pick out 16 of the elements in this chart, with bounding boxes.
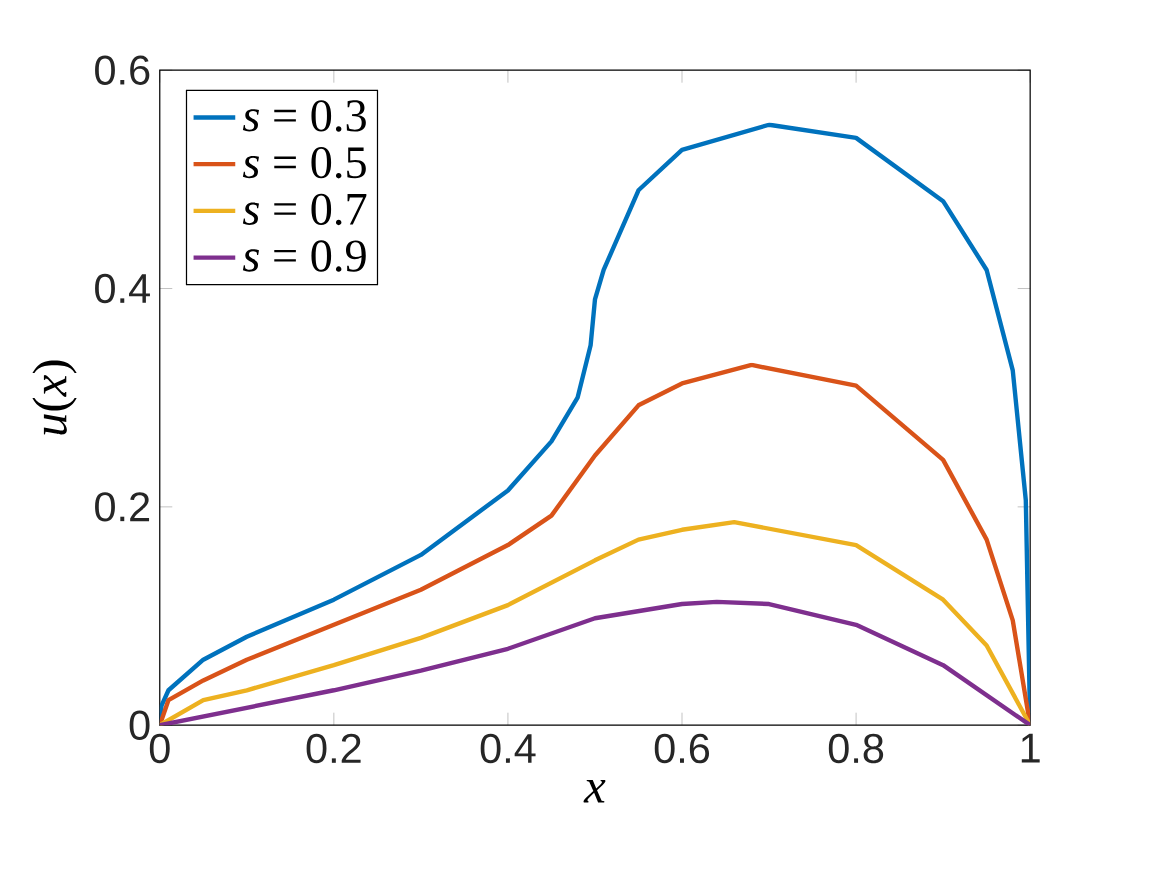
x-tick-label: 0 [149,733,170,764]
legend-label: s = 0.9 [242,240,366,272]
y-tick-label: 0.6 [95,55,150,85]
y-tick-label: 0 [129,710,150,740]
x-tick-label: 1 [1021,733,1040,763]
x-tick-label: 0.6 [654,733,710,764]
legend-label: s = 0.3 [242,100,366,132]
x-tick-label: 0.4 [480,733,536,764]
y-tick-label: 0.4 [95,273,150,304]
legend-label: s = 0.5 [242,146,366,179]
x-axis-title: x [583,779,606,803]
y-tick-label: 0.2 [95,492,150,522]
x-tick-label: 0.8 [828,733,884,764]
legend-label: s = 0.7 [242,193,367,226]
y-axis-title: u(x) [32,360,77,435]
x-tick-label: 0.2 [306,733,361,764]
